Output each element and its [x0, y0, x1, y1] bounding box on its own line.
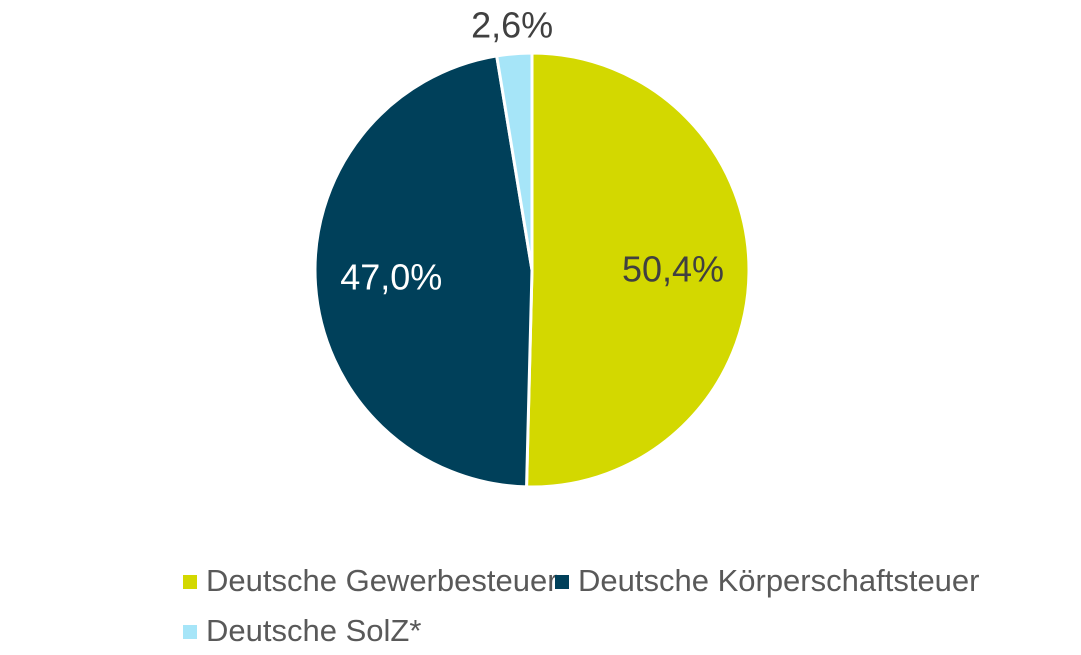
legend-label: Deutsche Körperschaftsteuer — [578, 563, 980, 598]
data-label: 2,6% — [471, 4, 553, 45]
legend-swatch — [183, 625, 197, 639]
pie-slice — [494, 51, 534, 271]
legend-swatch — [555, 575, 569, 589]
data-label: 47,0% — [340, 256, 442, 297]
pie-slice — [525, 51, 751, 489]
legend-label: Deutsche Gewerbesteuer — [206, 563, 558, 598]
legend-label: Deutsche SolZ* — [206, 613, 421, 648]
data-label: 50,4% — [622, 248, 724, 289]
pie-slice — [313, 54, 534, 489]
legend-swatch — [183, 575, 197, 589]
